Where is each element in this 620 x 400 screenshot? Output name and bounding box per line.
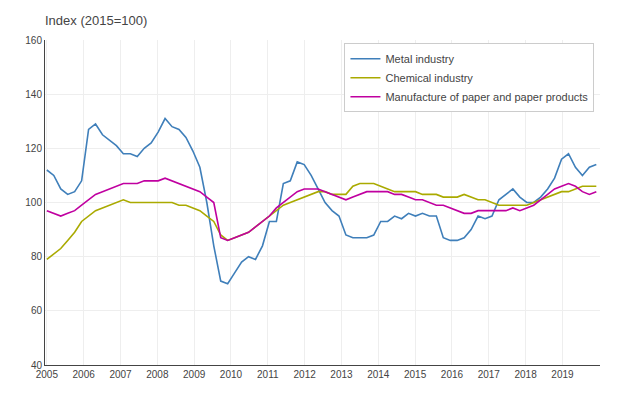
svg-text:2018: 2018 — [514, 369, 537, 380]
svg-text:2013: 2013 — [330, 369, 353, 380]
svg-text:160: 160 — [25, 35, 42, 46]
svg-text:Manufacture of paper and paper: Manufacture of paper and paper products — [385, 91, 588, 103]
svg-text:Index (2015=100): Index (2015=100) — [45, 13, 147, 28]
svg-text:2019: 2019 — [551, 369, 574, 380]
svg-text:2006: 2006 — [73, 369, 96, 380]
svg-text:Metal industry: Metal industry — [385, 53, 454, 65]
svg-text:2007: 2007 — [109, 369, 132, 380]
svg-text:80: 80 — [31, 251, 43, 262]
svg-text:2014: 2014 — [367, 369, 390, 380]
svg-text:2012: 2012 — [294, 369, 317, 380]
svg-text:2005: 2005 — [36, 369, 59, 380]
svg-text:2017: 2017 — [478, 369, 501, 380]
svg-text:100: 100 — [25, 197, 42, 208]
svg-text:2015: 2015 — [404, 369, 427, 380]
svg-text:2011: 2011 — [257, 369, 279, 380]
svg-text:2008: 2008 — [146, 369, 169, 380]
svg-text:40: 40 — [31, 360, 43, 371]
svg-text:2010: 2010 — [220, 369, 243, 380]
svg-text:120: 120 — [25, 143, 42, 154]
svg-text:2016: 2016 — [441, 369, 464, 380]
svg-text:2009: 2009 — [183, 369, 206, 380]
svg-text:60: 60 — [31, 305, 43, 316]
svg-text:Chemical industry: Chemical industry — [385, 72, 473, 84]
svg-text:140: 140 — [25, 89, 42, 100]
